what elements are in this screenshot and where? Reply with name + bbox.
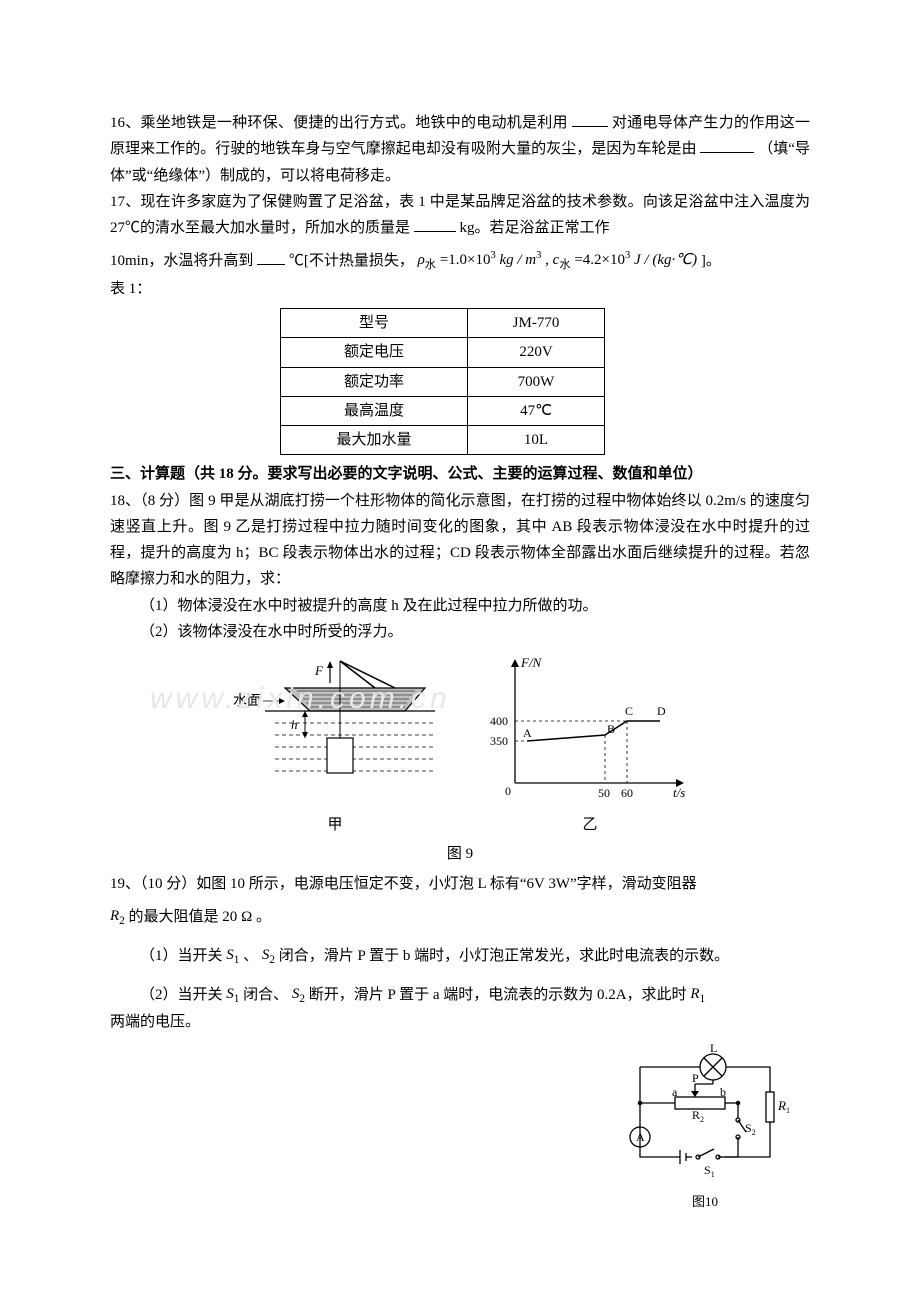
origin-label: 0 <box>505 784 511 798</box>
q17-paragraph-2: 10min，水温将升高到 ℃[不计热量损失， ρ水 =1.0×103 kg / … <box>110 247 810 276</box>
ytick-400: 400 <box>490 714 508 728</box>
q17-line2-b: ℃[不计热量损失， <box>289 253 418 269</box>
table1-caption: 表 1： <box>110 276 810 302</box>
lbl-S1: S1 <box>704 1163 715 1179</box>
lbl-R1: R1 <box>777 1098 790 1115</box>
q18-head: 18、（8 分）图 9 甲是从湖底打捞一个柱形物体的简化示意图，在打捞的过程中物… <box>110 488 810 593</box>
salvage-diagram: F 水面 h <box>225 653 445 803</box>
q19-sub2-tail: 两端的电压。 <box>110 1009 810 1035</box>
q19-sub2: （2）当开关 S1 闭合、 S2 断开，滑片 P 置于 a 端时，电流表的示数为… <box>110 981 810 1010</box>
table1-wrap: 型号JM-770额定电压220V额定功率700W最高温度47℃最大加水量10L <box>280 308 810 455</box>
q17-close: ]。 <box>701 253 721 269</box>
q18-sub1: （1）物体浸没在水中时被提升的高度 h 及在此过程中拉力所做的功。 <box>110 593 810 619</box>
pt-B: B <box>607 722 615 736</box>
xtick-50: 50 <box>598 786 610 800</box>
table-cell: JM-770 <box>468 309 605 338</box>
x-axis-label: t/s <box>673 785 685 800</box>
q17-text-b: kg。若足浴盆正常工作 <box>460 220 610 236</box>
circuit-wrap: L P a b R2 S2 R1 A S1 图10 <box>110 1042 810 1214</box>
section3-title: 三、计算题（共 18 分。要求写出必要的文字说明、公式、主要的运算过程、数值和单… <box>110 461 810 487</box>
table-cell: 额定电压 <box>281 338 468 367</box>
q17-blank-1 <box>414 216 456 232</box>
circuit-caption: 图10 <box>620 1191 790 1214</box>
fig9-jia-label: 甲 <box>225 812 445 838</box>
q18-sub2: （2）该物体浸没在水中时所受的浮力。 <box>110 619 810 645</box>
water-surface-label: 水面 <box>233 693 261 709</box>
ytick-350: 350 <box>490 734 508 748</box>
table-cell: 额定功率 <box>281 367 468 396</box>
force-label: F <box>314 663 324 678</box>
lbl-A: A <box>636 1130 645 1144</box>
formula-rho: ρ水 =1.0×103 kg / m3 , c水 =4.2×103 J / (k… <box>418 252 701 268</box>
q16-blank-1 <box>572 111 608 127</box>
figure-9-container: www.zixin.com.cn F <box>110 653 810 839</box>
q17-line2-a: 10min，水温将升高到 <box>110 253 253 269</box>
q19-head-2: R2 的最大阻值是 20 Ω 。 <box>110 903 810 932</box>
pt-C: C <box>625 704 633 718</box>
table-cell: 型号 <box>281 309 468 338</box>
table-cell: 220V <box>468 338 605 367</box>
table-row: 最大加水量10L <box>281 426 605 455</box>
circuit-diagram: L P a b R2 S2 R1 A S1 <box>620 1042 790 1182</box>
figure-9-jia: F 水面 h <box>225 653 445 839</box>
pt-A: A <box>523 726 532 740</box>
xtick-60: 60 <box>621 786 633 800</box>
fig9-yi-label: 乙 <box>485 812 695 838</box>
q16-blank-2 <box>700 137 754 153</box>
spec-table: 型号JM-770额定电压220V额定功率700W最高温度47℃最大加水量10L <box>280 308 605 455</box>
q16-text-a: 16、乘坐地铁是一种环保、便捷的出行方式。地铁中的电动机是利用 <box>110 115 568 131</box>
q19-sub1: （1）当开关 S1 、 S2 闭合，滑片 P 置于 b 端时，小灯泡正常发光，求… <box>110 942 810 971</box>
lbl-P: P <box>692 1071 699 1085</box>
q17-blank-2 <box>257 249 285 265</box>
lbl-a: a <box>672 1085 678 1099</box>
table-cell: 最大加水量 <box>281 426 468 455</box>
lbl-R2: R2 <box>692 1108 704 1124</box>
q17-paragraph-1: 17、现在许多家庭为了保健购置了足浴盆，表 1 中是某品牌足浴盆的技术参数。向该… <box>110 189 810 242</box>
table-row: 额定功率700W <box>281 367 605 396</box>
lbl-b: b <box>720 1085 726 1099</box>
figure-9-yi: F/N t/s 0 350 400 50 60 A <box>485 653 695 839</box>
y-axis-label: F/N <box>520 655 543 670</box>
table-row: 额定电压220V <box>281 338 605 367</box>
h-label: h <box>291 717 298 732</box>
table-row: 型号JM-770 <box>281 309 605 338</box>
force-time-chart: F/N t/s 0 350 400 50 60 A <box>485 653 695 803</box>
fig9-caption: 图 9 <box>110 841 810 867</box>
lbl-S2: S2 <box>745 1121 756 1137</box>
pt-D: D <box>657 704 666 718</box>
table-cell: 最高温度 <box>281 396 468 425</box>
table-row: 最高温度47℃ <box>281 396 605 425</box>
lbl-L: L <box>710 1042 717 1055</box>
q19-head: 19、（10 分）如图 10 所示，电源电压恒定不变，小灯泡 L 标有“6V 3… <box>110 871 810 897</box>
q16-paragraph: 16、乘坐地铁是一种环保、便捷的出行方式。地铁中的电动机是利用 对通电导体产生力… <box>110 110 810 189</box>
table-cell: 47℃ <box>468 396 605 425</box>
table-cell: 10L <box>468 426 605 455</box>
table-cell: 700W <box>468 367 605 396</box>
